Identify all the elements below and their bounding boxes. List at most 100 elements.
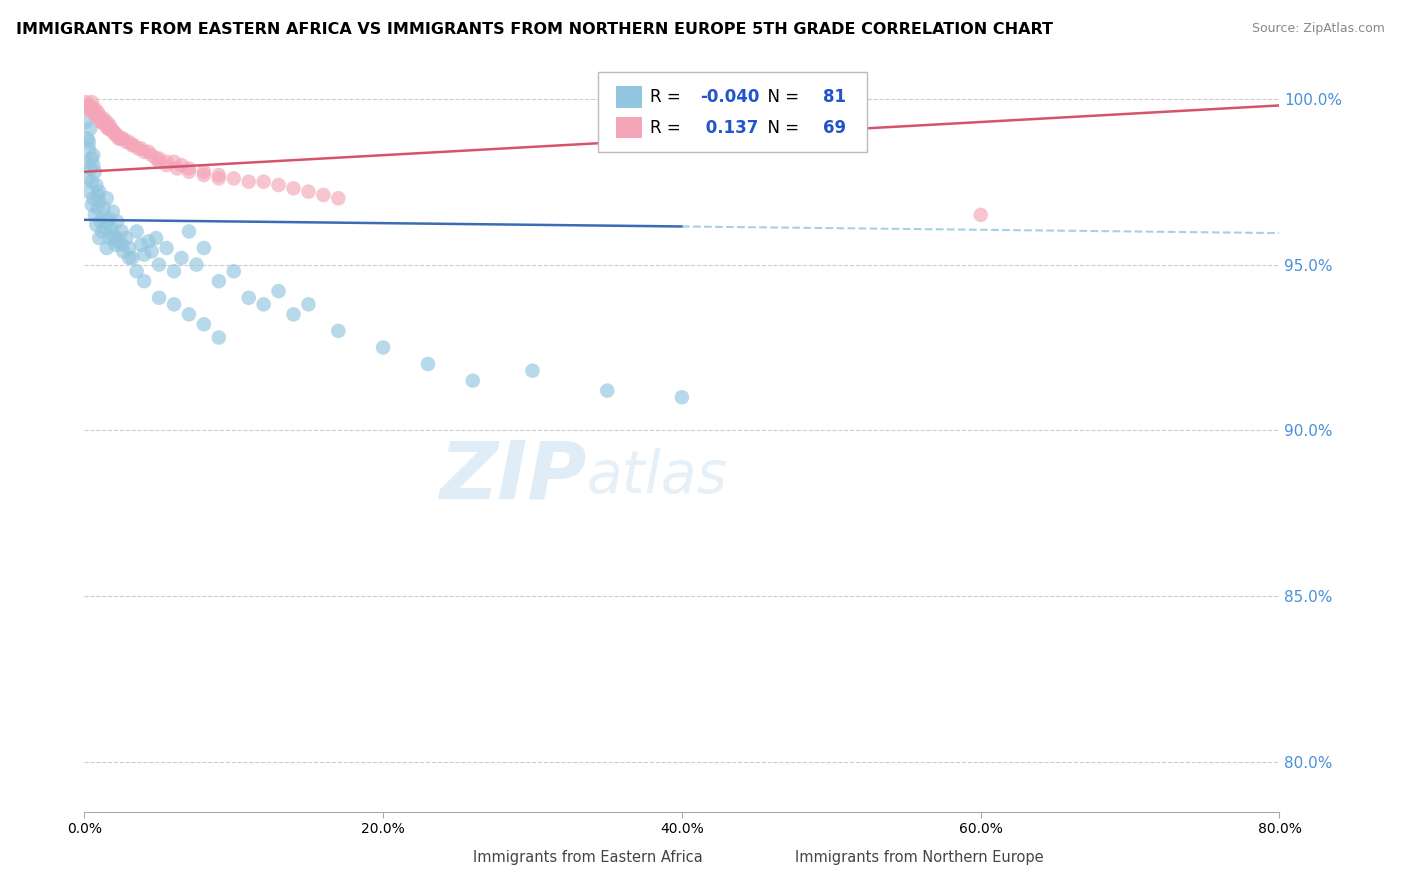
Point [86, 108, 108, 122]
Point [90, 115, 112, 129]
Point [132, 274, 156, 288]
Point [110, 131, 132, 145]
Point [76, 171, 98, 186]
Point [101, 204, 124, 219]
Point [125, 264, 148, 278]
Point [177, 161, 200, 176]
Text: N =: N = [758, 88, 804, 106]
Point [148, 291, 170, 305]
Text: Source: ZipAtlas.com: Source: ZipAtlas.com [1251, 22, 1385, 36]
Point [86, 218, 108, 232]
Point [103, 231, 125, 245]
Point [111, 237, 134, 252]
Point [89, 194, 111, 209]
Point [297, 185, 319, 199]
Point [145, 152, 167, 166]
Point [193, 318, 215, 332]
Point [416, 357, 439, 371]
Point [111, 131, 134, 145]
Point [96, 115, 118, 129]
Point [91, 115, 114, 129]
Point [86, 178, 108, 192]
Text: ZIP: ZIP [439, 437, 586, 516]
Point [80, 152, 103, 166]
FancyBboxPatch shape [616, 87, 643, 108]
Point [177, 165, 200, 179]
Point [79, 102, 101, 116]
Point [125, 224, 148, 238]
Point [97, 121, 120, 136]
Point [90, 214, 112, 228]
Point [98, 231, 121, 245]
Point [522, 364, 544, 378]
Point [101, 125, 124, 139]
Point [193, 241, 215, 255]
Point [127, 142, 149, 156]
Point [75, 95, 97, 109]
Point [93, 112, 115, 126]
Point [155, 154, 177, 169]
Point [97, 211, 120, 226]
Text: Immigrants from Eastern Africa: Immigrants from Eastern Africa [472, 850, 703, 865]
Point [297, 297, 319, 311]
Point [89, 231, 111, 245]
Point [83, 108, 105, 122]
Point [105, 128, 128, 143]
Point [138, 235, 160, 249]
Point [118, 251, 141, 265]
Point [193, 168, 215, 182]
Point [115, 135, 138, 149]
Point [89, 108, 111, 122]
Point [104, 237, 127, 252]
Point [77, 102, 100, 116]
Text: atlas: atlas [586, 448, 727, 505]
Point [100, 121, 122, 136]
Text: 69: 69 [823, 119, 846, 136]
Point [94, 118, 117, 132]
Point [83, 165, 105, 179]
Point [138, 145, 160, 159]
Point [90, 112, 112, 126]
Point [82, 105, 104, 120]
Point [79, 98, 101, 112]
Text: R =: R = [650, 119, 686, 136]
Point [79, 161, 101, 176]
Point [77, 102, 100, 116]
Point [115, 231, 138, 245]
Point [170, 251, 193, 265]
Point [163, 264, 186, 278]
Text: -0.040: -0.040 [700, 88, 759, 106]
Point [253, 297, 276, 311]
Point [238, 175, 260, 189]
Point [596, 384, 619, 398]
Point [75, 115, 97, 129]
Point [132, 247, 156, 261]
Point [97, 121, 120, 136]
Point [148, 152, 170, 166]
Text: 81: 81 [823, 88, 846, 106]
Point [208, 330, 231, 344]
Point [83, 102, 105, 116]
Point [118, 241, 141, 255]
Point [461, 374, 484, 388]
Point [98, 118, 121, 132]
Point [91, 224, 114, 238]
Point [283, 181, 305, 195]
Point [86, 108, 108, 122]
Point [208, 168, 231, 182]
Point [80, 95, 103, 109]
Point [76, 98, 98, 112]
Point [222, 264, 245, 278]
Point [87, 105, 110, 120]
Point [163, 154, 186, 169]
Point [970, 208, 993, 222]
Point [76, 131, 98, 145]
FancyBboxPatch shape [748, 847, 783, 867]
Point [208, 274, 231, 288]
Point [93, 201, 115, 215]
Point [267, 284, 290, 298]
Point [148, 154, 170, 169]
Point [79, 121, 101, 136]
Point [111, 224, 134, 238]
Point [118, 135, 141, 149]
